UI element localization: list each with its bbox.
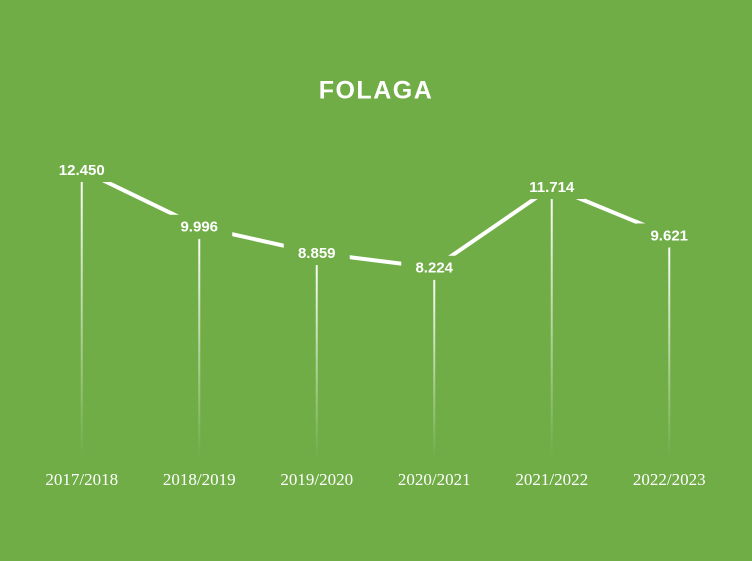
- x-tick-label: 2022/2023: [633, 470, 706, 489]
- drop-line: [198, 238, 201, 458]
- x-tick-label: 2017/2018: [45, 470, 118, 489]
- drop-line: [550, 199, 553, 458]
- label-background: [166, 214, 233, 239]
- label-background: [283, 241, 350, 266]
- data-label: 12.450: [59, 162, 105, 179]
- data-label: 11.714: [529, 179, 575, 196]
- data-label: 8.859: [298, 245, 336, 262]
- label-background: [518, 175, 585, 200]
- drop-line: [80, 182, 83, 458]
- drop-line: [433, 279, 436, 458]
- drop-line: [315, 265, 318, 458]
- label-background: [48, 158, 115, 182]
- x-tick-label: 2019/2020: [280, 470, 353, 489]
- x-tick-label: 2018/2019: [163, 470, 236, 489]
- label-background: [636, 223, 703, 248]
- label-background: [401, 255, 468, 280]
- drop-line: [668, 247, 671, 458]
- x-tick-label: 2021/2022: [515, 470, 588, 489]
- data-label: 9.621: [650, 227, 688, 244]
- chart-title: FOLAGA: [319, 77, 434, 105]
- x-tick-label: 2020/2021: [398, 470, 471, 489]
- data-label: 9.996: [180, 219, 218, 236]
- data-label: 8.224: [415, 260, 453, 277]
